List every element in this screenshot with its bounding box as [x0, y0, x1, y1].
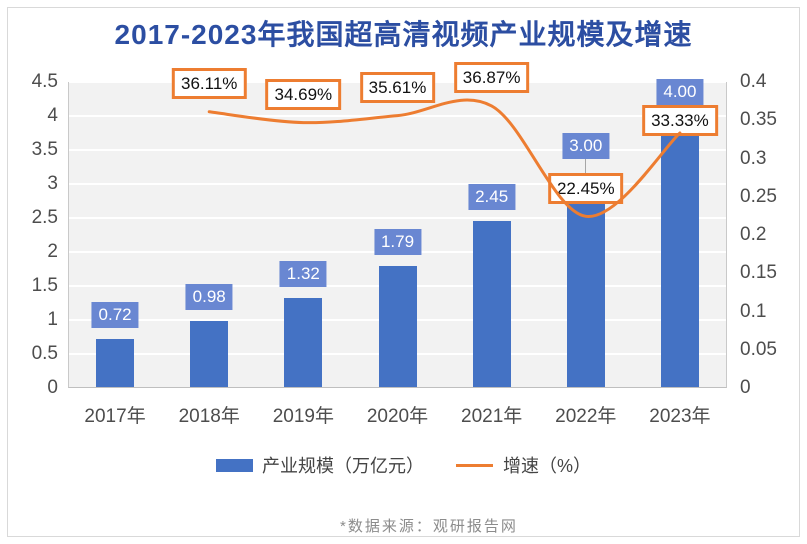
bar-value-label: 4.00	[656, 79, 704, 105]
right-axis-tick: 0.1	[740, 300, 767, 322]
bar-value-label: 0.98	[185, 284, 233, 311]
left-axis-tick: 0.5	[31, 343, 58, 364]
left-axis-tick: 4.5	[31, 71, 58, 92]
right-axis-tick: 0.2	[740, 224, 767, 245]
legend-bar-swatch-icon	[215, 458, 253, 472]
right-axis-tick: 0.3	[740, 147, 767, 169]
growth-value-label: 36.11%	[172, 68, 247, 99]
left-axis-tick: 3.5	[31, 139, 58, 160]
left-axis-tick: 3	[47, 173, 58, 194]
gridline	[69, 149, 726, 151]
gridline	[69, 115, 726, 117]
left-axis-tick: 1.5	[31, 275, 58, 296]
left-axis-tick: 0	[47, 377, 58, 398]
bar	[96, 339, 135, 387]
legend-line-label: 增速（%）	[502, 456, 591, 476]
left-axis-tick: 1	[47, 309, 58, 330]
bar	[566, 184, 605, 387]
growth-value-label: 36.87%	[453, 62, 530, 93]
left-axis-tick: 2.5	[31, 207, 58, 228]
legend: 产业规模（万亿元） 增速（%）	[0, 452, 807, 478]
legend-bar-label: 产业规模（万亿元）	[261, 456, 424, 476]
legend-line-swatch-icon	[455, 463, 493, 467]
bar	[190, 321, 229, 387]
bar-value-label: 3.00	[562, 133, 610, 159]
bar-value-label: 1.79	[373, 229, 422, 256]
x-axis-label: 2019年	[272, 406, 334, 427]
growth-value-label: 22.45%	[547, 173, 624, 204]
gridline	[69, 217, 726, 219]
right-axis-tick: 0.15	[740, 262, 777, 284]
bar-value-label: 1.32	[279, 261, 327, 288]
bar	[660, 116, 699, 387]
growth-value-label: 33.33%	[642, 105, 718, 136]
bar	[284, 298, 323, 387]
right-axis-tick: 0.25	[740, 185, 777, 207]
gridline	[69, 183, 726, 185]
x-axis-label: 2023年	[649, 406, 711, 427]
chart-title: 2017-2023年我国超高清视频产业规模及增速	[114, 19, 693, 50]
data-source: *数据来源：观研报告网	[340, 518, 518, 535]
x-axis-label: 2021年	[461, 406, 523, 427]
x-axis-label: 2018年	[178, 406, 240, 427]
x-axis-label: 2017年	[84, 406, 146, 427]
bar-value-label: 2.45	[468, 184, 516, 211]
right-axis-tick: 0.4	[740, 71, 767, 92]
bar-value-label: 0.72	[91, 302, 139, 329]
bar	[472, 221, 511, 387]
left-axis-tick: 4	[47, 105, 58, 126]
right-axis-tick: 0	[740, 377, 751, 398]
bar	[378, 266, 417, 387]
left-axis-tick: 2	[47, 241, 58, 262]
growth-value-label: 35.61%	[359, 72, 436, 103]
growth-value-label: 34.69%	[265, 79, 342, 110]
x-axis-label: 2022年	[555, 406, 617, 427]
right-axis-tick: 0.35	[740, 109, 777, 131]
right-axis-tick: 0.05	[740, 338, 777, 360]
x-axis-label: 2020年	[366, 406, 429, 427]
